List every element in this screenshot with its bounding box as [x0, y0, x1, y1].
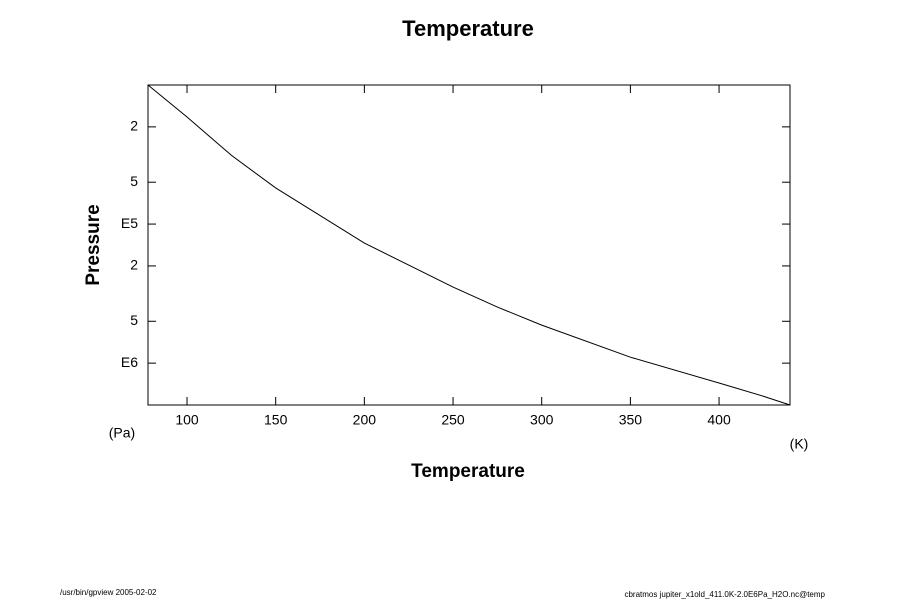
plot-frame — [147, 84, 791, 406]
y-tick-label: 5 — [130, 173, 138, 189]
x-unit: (K) — [790, 436, 809, 452]
y-tick-label: 2 — [130, 118, 138, 134]
x-tick-label: 200 — [353, 412, 377, 428]
y-tick-label: E5 — [121, 215, 138, 231]
y-unit: (Pa) — [109, 425, 135, 441]
x-axis-label: Temperature — [411, 461, 525, 482]
x-tick-label: 100 — [175, 412, 199, 428]
footer-right: cbratmos jupiter_x1old_411.0K-2.0E6Pa_H2… — [624, 590, 825, 599]
x-tick-label: 250 — [441, 412, 465, 428]
y-tick-label: 2 — [130, 257, 138, 273]
x-tick-label: 400 — [707, 412, 731, 428]
x-tick-label: 150 — [264, 412, 288, 428]
data-line — [147, 84, 791, 406]
x-tick-label: 300 — [530, 412, 554, 428]
chart-title: Temperature — [402, 16, 534, 41]
x-tick-label: 350 — [619, 412, 643, 428]
y-axis-label: Pressure — [83, 204, 104, 285]
footer-left: /usr/bin/gpview 2005-02-02 — [60, 588, 157, 597]
y-tick-label: 5 — [130, 312, 138, 328]
y-tick-label: E6 — [121, 354, 138, 370]
